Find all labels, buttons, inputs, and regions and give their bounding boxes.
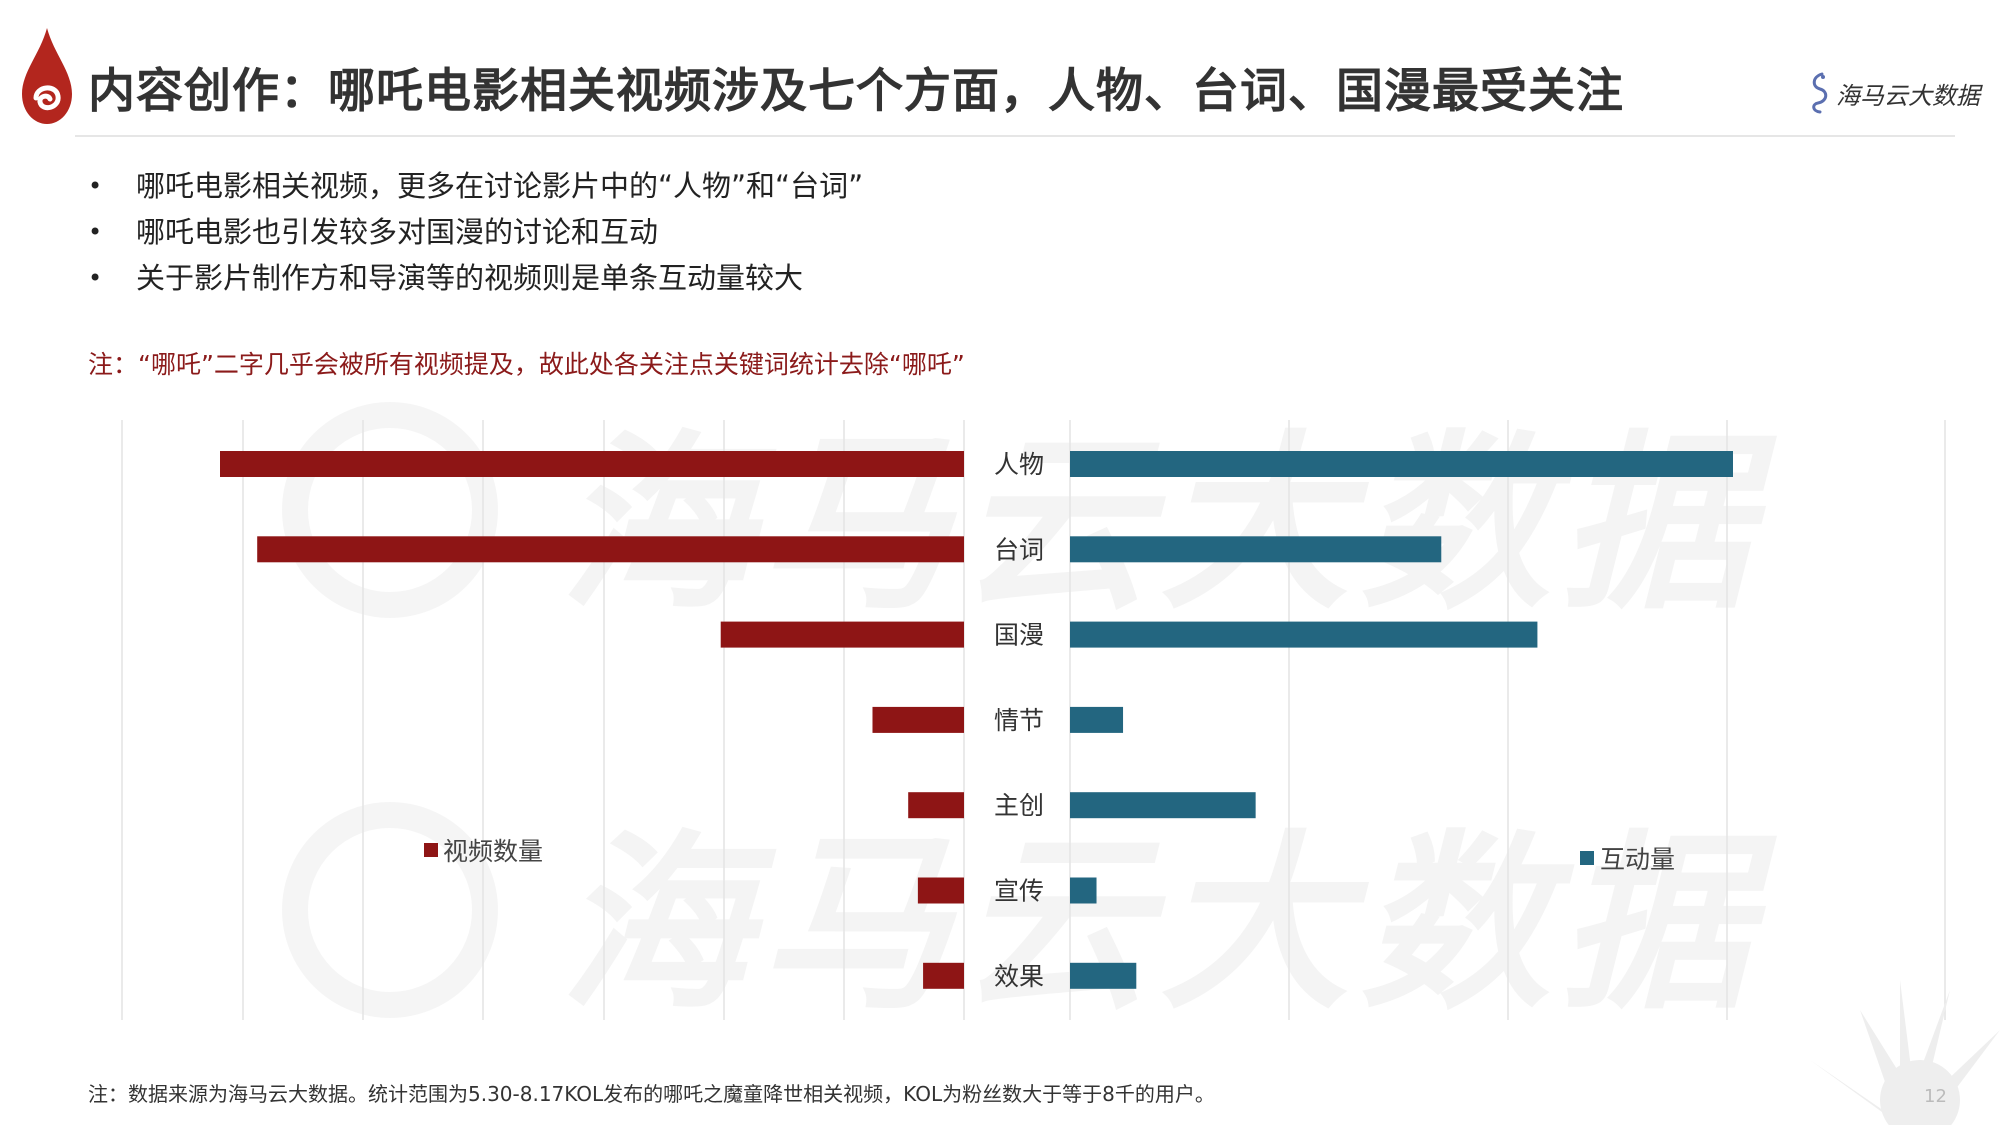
bar-视频数量: [923, 962, 964, 989]
bullet-dot-icon: •: [88, 264, 103, 292]
legend-label: 互动量: [1600, 845, 1675, 874]
bar-视频数量: [220, 451, 964, 477]
bar-互动量: [1070, 451, 1733, 477]
summary-bullets: • 哪吒电影相关视频，更多在讨论影片中的“人物”和“台词” • 哪吒电影也引发较多对…: [88, 163, 863, 301]
bar-视频数量: [908, 792, 964, 819]
category-label: 主创: [994, 791, 1044, 820]
legend-swatch: [424, 843, 438, 857]
source-footnote: 注：数据来源为海马云大数据。统计范围为5.30-8.17KOL发布的哪吒之魔童降…: [88, 1082, 1215, 1106]
chart-note: 注：“哪吒”二字几乎会被所有视频提及，故此处各关注点关键词统计去除“哪吒”: [88, 350, 965, 379]
bar-视频数量: [720, 621, 964, 648]
bar-视频数量: [257, 536, 964, 563]
watermark-logo-icon: [282, 402, 498, 618]
category-label: 效果: [994, 962, 1044, 991]
watermark-logo-icon: [282, 802, 498, 1018]
bar-视频数量: [917, 877, 964, 904]
legend-label: 视频数量: [443, 837, 543, 866]
seahorse-logo-icon: [1812, 72, 1828, 114]
brand-logo: 海马云大数据: [1806, 70, 1980, 116]
legend-swatch: [1580, 851, 1594, 865]
category-label: 人物: [994, 450, 1044, 479]
bar-互动量: [1070, 962, 1137, 989]
bullet-item: • 关于影片制作方和导演等的视频则是单条互动量较大: [88, 255, 863, 301]
bar-互动量: [1070, 792, 1256, 819]
watermark-text: 海马云大数据: [560, 814, 1777, 1035]
page-title: 内容创作：哪吒电影相关视频涉及七个方面，人物、台词、国漫最受关注: [88, 64, 1624, 119]
category-label: 宣传: [994, 877, 1044, 906]
bullet-dot-icon: •: [88, 218, 103, 246]
category-label: 台词: [994, 535, 1044, 564]
bullet-item: • 哪吒电影相关视频，更多在讨论影片中的“人物”和“台词”: [88, 163, 863, 209]
bullet-dot-icon: •: [88, 172, 103, 200]
watermark-text: 海马云大数据: [560, 414, 1777, 635]
brand-name: 海马云大数据: [1836, 81, 1980, 110]
bar-互动量: [1070, 621, 1538, 648]
bar-互动量: [1070, 706, 1124, 733]
category-label: 国漫: [994, 621, 1044, 650]
brand-drop-logo-icon: [22, 28, 72, 124]
bullet-item: • 哪吒电影也引发较多对国漫的讨论和互动: [88, 209, 863, 255]
decorative-flower-icon: [1810, 980, 2000, 1125]
bar-视频数量: [872, 706, 964, 733]
bar-互动量: [1070, 877, 1097, 904]
title-divider: [75, 135, 1955, 137]
bar-互动量: [1070, 536, 1442, 563]
category-label: 情节: [994, 706, 1044, 735]
page-number: 12: [1924, 1086, 1947, 1107]
